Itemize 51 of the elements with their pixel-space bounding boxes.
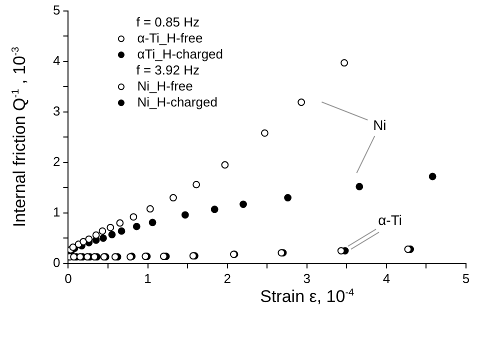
point (111, 253, 119, 261)
point (90, 253, 98, 261)
legend-label: Ni_H-free (137, 78, 193, 94)
point (108, 230, 116, 238)
point (210, 206, 218, 214)
x-tick-label: 5 (462, 270, 470, 286)
point (340, 59, 348, 67)
point (70, 253, 78, 261)
point (118, 227, 126, 235)
x-axis-title: Strain ε, 10$^{-4}$ (260, 287, 354, 308)
x-tick-label: 0 (64, 270, 72, 286)
point (148, 218, 156, 226)
point (284, 194, 292, 202)
x-tick-label: 1 (144, 270, 152, 286)
annotation: f = 3.92 Hz (136, 62, 200, 78)
legend-label: Ni_H-charged (137, 94, 218, 110)
point (116, 219, 124, 227)
point (170, 194, 177, 202)
legend-label: α-Ti_H-free (137, 30, 203, 46)
point (428, 172, 436, 180)
point (100, 234, 107, 242)
point (221, 161, 229, 169)
x-tick-label: 4 (382, 270, 390, 286)
annotation: f = 0.85 Hz (136, 14, 200, 30)
x-tick-label: 3 (303, 270, 311, 286)
point (98, 227, 106, 235)
point (146, 205, 154, 213)
point (404, 246, 412, 253)
point (261, 129, 268, 137)
point (356, 182, 364, 190)
y-tick-label: 4 (52, 52, 60, 68)
point (130, 213, 138, 221)
point (192, 180, 200, 188)
point (85, 235, 93, 243)
y-tick-label: 1 (52, 204, 60, 220)
point (181, 211, 189, 219)
y-tick-label: 0 (52, 254, 60, 270)
y-tick-label: 2 (52, 154, 60, 169)
point (132, 222, 140, 230)
point (298, 98, 306, 106)
point (92, 231, 100, 239)
annotation: α-Ti (378, 212, 402, 228)
point (240, 200, 247, 208)
point (337, 247, 345, 254)
x-tick-label: 2 (224, 270, 231, 286)
point (106, 224, 114, 232)
y-tick-label: 3 (52, 103, 60, 118)
legend-label: αTi_H-charged (137, 46, 224, 62)
point (160, 252, 168, 260)
y-tick-label: 5 (52, 2, 60, 18)
annotation: Ni (373, 116, 386, 133)
